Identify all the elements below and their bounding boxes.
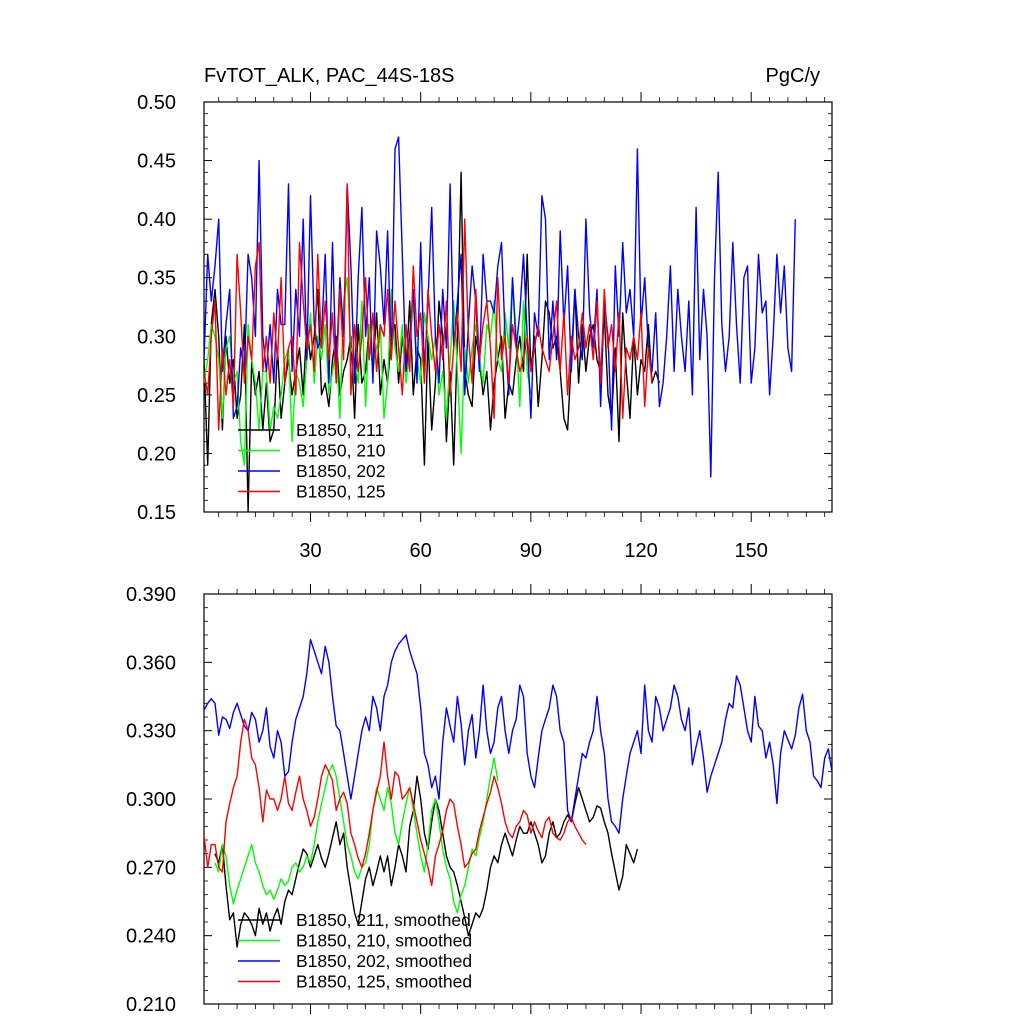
y-tick-label: 0.40 bbox=[137, 209, 176, 231]
y-tick-label: 0.300 bbox=[126, 789, 176, 811]
legend-label: B1850, 210 bbox=[296, 441, 386, 461]
x-tick-label: 90 bbox=[520, 540, 542, 562]
y-tick-label: 0.35 bbox=[137, 268, 176, 290]
y-tick-label: 0.25 bbox=[137, 385, 176, 407]
x-tick-label: 120 bbox=[624, 540, 657, 562]
legend-label: B1850, 211 bbox=[296, 420, 384, 440]
y-tick-label: 0.210 bbox=[126, 994, 176, 1016]
series-line bbox=[204, 718, 587, 887]
series-line bbox=[204, 277, 532, 466]
chart-title: FvTOT_ALK, PAC_44S-18S bbox=[204, 65, 454, 87]
x-tick-label: 60 bbox=[410, 540, 432, 562]
legend-label: B1850, 202 bbox=[296, 461, 386, 481]
x-tick-label: 150 bbox=[735, 540, 768, 562]
y-tick-label: 0.240 bbox=[126, 926, 176, 948]
legend-label: B1850, 210, smoothed bbox=[296, 931, 472, 951]
y-tick-label: 0.50 bbox=[137, 92, 176, 114]
series-line bbox=[214, 775, 639, 948]
series-line bbox=[204, 183, 653, 431]
series-line bbox=[204, 171, 661, 512]
series-line bbox=[214, 757, 499, 914]
series-line bbox=[204, 136, 796, 478]
y-tick-label: 0.390 bbox=[126, 584, 176, 606]
series-line bbox=[204, 634, 832, 834]
plot-frame bbox=[203, 101, 833, 513]
legend-label: B1850, 125 bbox=[296, 482, 386, 502]
legend-label: B1850, 211, smoothed bbox=[296, 910, 471, 930]
y-tick-label: 0.360 bbox=[126, 652, 176, 674]
y-tick-label: 0.45 bbox=[137, 151, 176, 173]
x-tick-label: 30 bbox=[299, 540, 321, 562]
legend-label: B1850, 202, smoothed bbox=[296, 951, 472, 971]
y-tick-label: 0.20 bbox=[137, 443, 176, 465]
bottom-panel: 0.210 0.240 0.270 0.300 0.330 0.360 0.390 B1850… bbox=[126, 584, 833, 1016]
legend-label: B1850, 125, smoothed bbox=[296, 972, 472, 992]
y-tick-label: 0.30 bbox=[137, 326, 176, 348]
y-tick-label: 0.330 bbox=[126, 721, 176, 743]
y-tick-label: 0.15 bbox=[137, 502, 176, 524]
y-tick-label: 0.270 bbox=[126, 857, 176, 879]
top-panel: 0.15 0.20 0.25 0.30 0.35 0.40 0.45 0.50 30 60 90 12… bbox=[137, 92, 833, 562]
chart-units: PgC/y bbox=[766, 65, 820, 87]
